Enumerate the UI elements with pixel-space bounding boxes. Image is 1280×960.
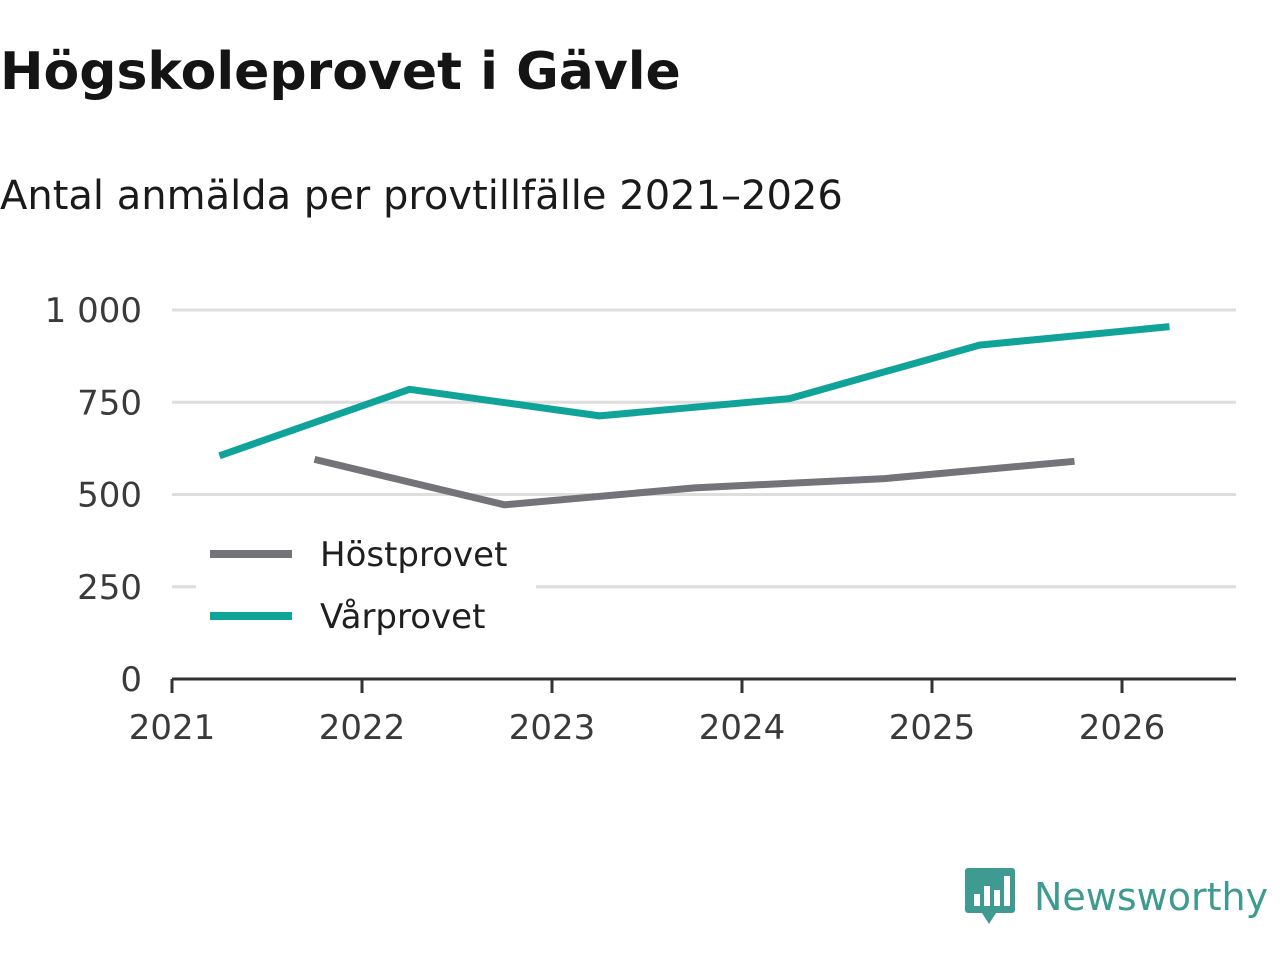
y-tick-label: 1 000: [45, 291, 142, 331]
x-tick-label: 2022: [319, 708, 406, 748]
series-lines: [218, 323, 1170, 509]
legend-background: [196, 524, 536, 654]
x-axis: [170, 677, 1236, 693]
x-tick-label: 2026: [1079, 708, 1166, 748]
newsworthy-logo-icon: [965, 868, 1015, 924]
y-tick-label: 500: [77, 476, 142, 516]
x-tick-label: 2024: [699, 708, 786, 748]
chart-title: Högskoleprovet i Gävle: [0, 42, 681, 102]
y-tick-label: 250: [77, 568, 142, 608]
series-line-varprovet: [218, 323, 1170, 460]
x-tick-label: 2021: [129, 708, 216, 748]
legend-label-hostprovet: Höstprovet: [320, 535, 507, 575]
legend-label-varprovet: Vårprovet: [320, 597, 485, 637]
brand-logo: Newsworthy: [964, 862, 1268, 932]
y-tick-label: 0: [120, 660, 142, 700]
legend: Höstprovet Vårprovet: [196, 524, 536, 654]
series-line-hostprovet: [313, 455, 1075, 509]
chart-subtitle: Antal anmälda per provtillfälle 2021–202…: [0, 173, 843, 219]
x-tick-label: 2025: [889, 708, 976, 748]
y-tick-label: 750: [77, 383, 142, 423]
brand-name: Newsworthy: [1034, 875, 1269, 919]
tick-labels: 0 250 500 750 1 000 2021 2022 2023 2024 2025 2026: [45, 291, 1166, 748]
x-tick-label: 2023: [509, 708, 596, 748]
